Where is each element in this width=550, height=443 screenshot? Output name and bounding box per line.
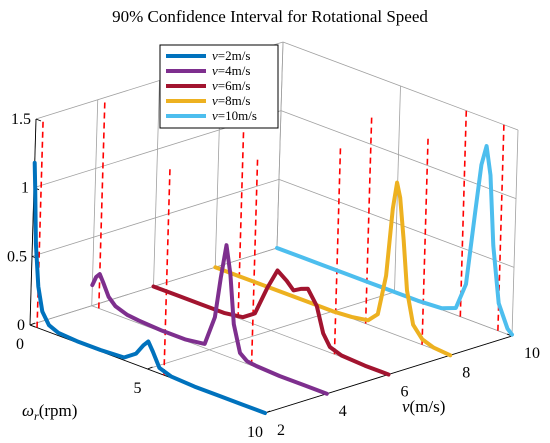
legend-label-symbol: v [212,93,218,108]
series-line [213,180,453,358]
x-tick-mark [29,322,36,326]
z-tick-label: 1.5 [11,111,31,128]
x-axis-label-symbol: ω [22,401,34,420]
z-tick-label: 0 [17,317,25,334]
legend-label: v=10m/s [212,108,257,123]
series-line [275,144,514,337]
grid-line [511,129,519,337]
tick-label-layer: 0 5 10 2 4 6 8 10 0 0.5 1 1.5 [7,111,540,441]
series-line [90,243,329,396]
legend-label-symbol: v [212,78,218,93]
x-tick-label: 0 [16,336,24,353]
z-tick-label: 0.5 [7,248,27,265]
chart-title: 90% Confidence Interval for Rotational S… [112,7,428,26]
x-tick-label: 5 [134,380,142,397]
y-tick-label: 2 [277,422,285,438]
x-axis-label-unit: (rpm) [39,401,78,420]
y-tick-label: 8 [462,364,470,381]
confidence-bound-line [333,148,342,355]
y-axis-label-symbol: v [402,397,410,416]
grid-line [91,99,99,306]
y-tick-label: 6 [401,384,409,401]
grid-line [282,41,519,131]
x-axis-label-subscript: r [34,409,39,423]
legend-label-value: =8m/s [218,93,251,108]
x-axis-label: ωr(rpm) [22,401,77,423]
legend-label-value: =6m/s [218,78,251,93]
x-tick-mark [147,366,153,370]
z-tick-mark [35,118,42,122]
axis-label-layer: ωr(rpm) v(m/s) [22,397,445,423]
z-axis-line [29,118,37,326]
legend-label: v=4m/s [212,63,250,78]
legend: v=2m/sv=4m/sv=6m/sv=8m/sv=10m/s [159,44,279,129]
legend-label-value: =10m/s [218,108,257,123]
z-tick-label: 1 [21,180,29,197]
confidence-bound-line [163,169,171,376]
series-line [151,268,391,377]
grid-line [147,291,395,370]
y-axis-label: v(m/s) [402,397,445,416]
z-tick-mark [29,324,36,328]
confidence-bound-line [421,138,429,345]
legend-label: v=6m/s [212,78,250,93]
grid-line [280,110,517,200]
confidence-bound-line [250,159,259,366]
series-line [32,160,267,415]
legend-label: v=8m/s [212,93,250,108]
grid-line [31,178,280,257]
legend-label-symbol: v [212,48,218,63]
legend-label-value: =2m/s [218,48,251,63]
series-layer [32,144,514,415]
y-tick-label: 4 [339,403,347,420]
confidence-bound-line [364,117,373,324]
legend-label-symbol: v [212,108,218,123]
y-axis-label-unit: (m/s) [410,397,446,416]
legend-label: v=2m/s [212,48,250,63]
confidence-interval-layer [36,102,505,376]
confidence-bound-line [459,110,468,317]
grid-line [153,80,160,287]
y-tick-label: 10 [524,345,540,362]
grid-line [278,178,515,268]
confidence-bound-line [237,112,245,319]
x-tick-label: 10 [247,424,263,438]
grid-line [276,41,284,249]
legend-label-value: =4m/s [218,63,251,78]
legend-label-symbol: v [212,63,218,78]
